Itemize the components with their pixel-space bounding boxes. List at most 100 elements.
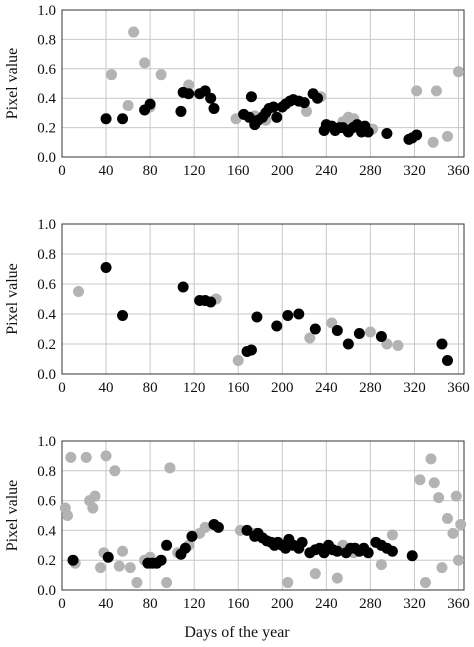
series-2 bbox=[67, 518, 418, 569]
data-point bbox=[312, 92, 324, 104]
data-point bbox=[450, 490, 462, 502]
data-point bbox=[161, 577, 173, 589]
data-point bbox=[241, 524, 253, 536]
x-tick-label: 40 bbox=[99, 163, 114, 179]
data-point bbox=[155, 554, 167, 566]
data-point bbox=[441, 512, 453, 524]
data-point bbox=[309, 568, 321, 580]
data-point bbox=[89, 490, 101, 502]
data-point bbox=[293, 308, 305, 320]
data-point bbox=[419, 577, 431, 589]
panel-2: 0 40 80 120 160 200 240 280 320 360 0.0 0.2 0.4 0.6 0.… bbox=[4, 217, 470, 396]
x-tick-label: 280 bbox=[359, 163, 382, 179]
data-point bbox=[117, 545, 129, 557]
data-point bbox=[164, 462, 176, 474]
data-point bbox=[144, 98, 156, 110]
data-point bbox=[199, 521, 211, 533]
data-point bbox=[251, 311, 263, 323]
data-point bbox=[100, 113, 112, 125]
x-tick-label: 240 bbox=[315, 596, 338, 612]
series-1 bbox=[106, 26, 464, 148]
data-point bbox=[122, 100, 134, 112]
x-tick-label: 160 bbox=[227, 380, 250, 396]
data-point bbox=[296, 536, 308, 548]
data-point bbox=[304, 332, 316, 344]
data-point bbox=[406, 550, 418, 562]
data-point bbox=[139, 57, 151, 69]
data-point bbox=[102, 551, 114, 563]
data-point bbox=[131, 577, 143, 589]
y-tick-label: 1.0 bbox=[37, 217, 56, 233]
data-point bbox=[353, 328, 365, 339]
data-point bbox=[309, 323, 321, 335]
x-tick-label: 360 bbox=[447, 163, 470, 179]
y-tick-label: 0.8 bbox=[37, 247, 56, 263]
data-point bbox=[331, 572, 343, 584]
x-tick-label: 320 bbox=[403, 596, 426, 612]
x-tick-label: 160 bbox=[227, 163, 250, 179]
plot-frame bbox=[61, 9, 465, 158]
data-point bbox=[364, 326, 376, 338]
data-point bbox=[177, 281, 189, 293]
data-point bbox=[375, 559, 387, 571]
data-point bbox=[155, 69, 167, 81]
data-point bbox=[205, 296, 217, 308]
data-point bbox=[245, 344, 257, 356]
y-tick-label: 1.0 bbox=[37, 434, 56, 450]
x-tick-label: 120 bbox=[183, 163, 206, 179]
data-point bbox=[245, 91, 257, 103]
data-point bbox=[427, 136, 439, 148]
data-point bbox=[331, 545, 343, 557]
data-point bbox=[95, 562, 107, 574]
data-point bbox=[447, 527, 459, 539]
data-point bbox=[87, 502, 99, 514]
x-tick-label: 240 bbox=[315, 380, 338, 396]
data-point bbox=[80, 451, 92, 463]
data-point bbox=[381, 127, 393, 139]
data-point bbox=[179, 542, 191, 554]
y-tick-label: 0.4 bbox=[37, 91, 56, 107]
data-point bbox=[282, 310, 294, 321]
x-tick-label: 40 bbox=[99, 380, 114, 396]
data-point bbox=[232, 355, 244, 366]
y-axis-label: Pixel value bbox=[4, 48, 21, 120]
series-2 bbox=[100, 262, 453, 366]
data-point bbox=[67, 554, 79, 566]
data-point bbox=[441, 130, 453, 142]
panel-3: 0 40 80 120 160 200 240 280 320 360 0.0 0.2 0.4 0.6 0.… bbox=[4, 434, 470, 612]
data-point bbox=[433, 492, 445, 504]
panel-1: 0 40 80 120 160 200 240 280 320 360 0.0 0.2 0.4 0.6 0.… bbox=[4, 3, 470, 179]
x-tick-label: 120 bbox=[183, 380, 206, 396]
data-point bbox=[113, 560, 125, 572]
x-tick-label: 240 bbox=[315, 163, 338, 179]
y-tick-label: 0.6 bbox=[37, 494, 56, 510]
x-tick-label: 360 bbox=[447, 380, 470, 396]
y-tick-label: 0.4 bbox=[37, 307, 56, 323]
data-point bbox=[161, 539, 173, 551]
x-axis-label: Days of the year bbox=[184, 624, 290, 641]
data-point bbox=[186, 530, 198, 542]
data-point bbox=[106, 69, 118, 81]
data-point bbox=[362, 547, 374, 559]
data-point bbox=[362, 126, 374, 138]
data-point bbox=[411, 129, 423, 141]
series-1 bbox=[73, 286, 404, 366]
x-tick-label: 320 bbox=[403, 380, 426, 396]
x-tick-label: 280 bbox=[359, 380, 382, 396]
data-point bbox=[109, 465, 121, 477]
x-tick-label: 80 bbox=[143, 163, 158, 179]
y-tick-label: 0.8 bbox=[37, 32, 56, 48]
data-point bbox=[428, 477, 440, 489]
data-point bbox=[436, 562, 448, 574]
data-point bbox=[271, 111, 283, 123]
data-point bbox=[205, 92, 217, 104]
plot-frame bbox=[61, 440, 465, 591]
x-tick-label: 200 bbox=[271, 163, 294, 179]
y-axis-label: Pixel value bbox=[4, 263, 21, 335]
x-tick-label: 0 bbox=[58, 163, 66, 179]
data-point bbox=[271, 320, 283, 332]
data-point bbox=[212, 521, 224, 533]
plot-frame bbox=[61, 223, 465, 375]
data-point bbox=[452, 554, 464, 566]
data-point bbox=[386, 529, 398, 541]
